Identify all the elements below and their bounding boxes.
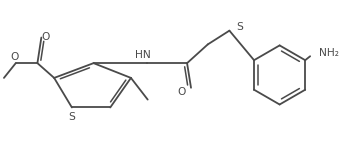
Text: NH₂: NH₂ — [319, 48, 339, 58]
Text: HN: HN — [135, 50, 150, 60]
Text: O: O — [11, 52, 19, 62]
Text: O: O — [177, 87, 185, 97]
Text: S: S — [236, 22, 243, 32]
Text: O: O — [41, 32, 50, 42]
Text: S: S — [68, 112, 75, 122]
